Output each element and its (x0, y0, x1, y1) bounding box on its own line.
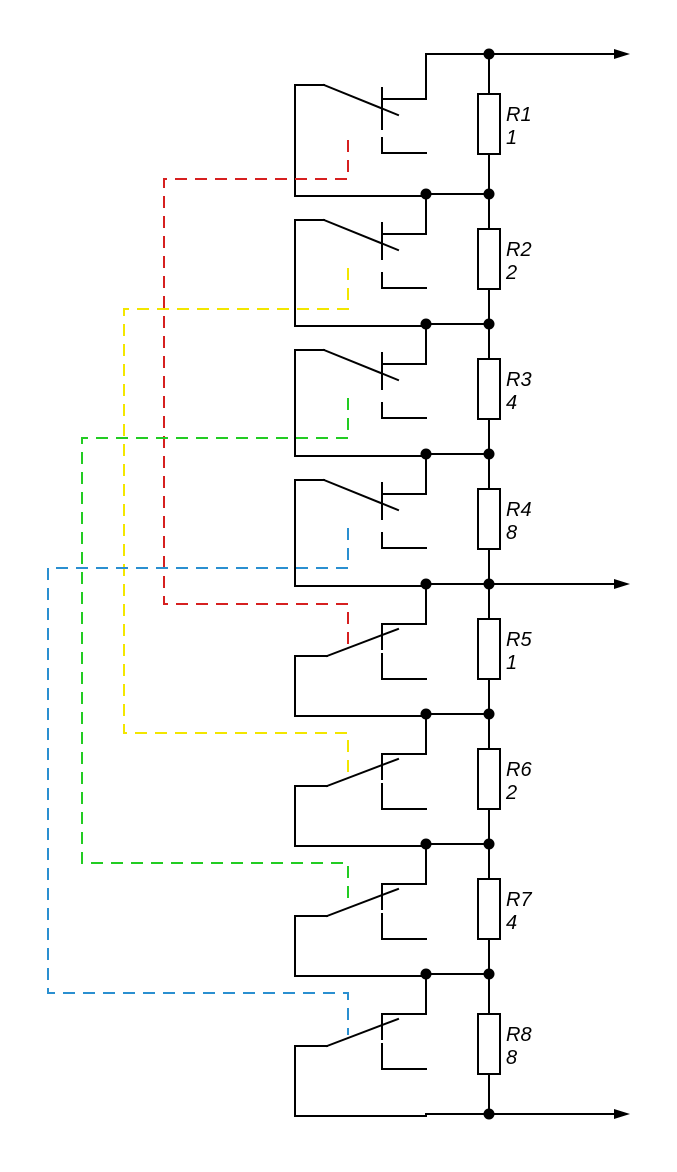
resistor-value-R5: 1 (506, 652, 517, 674)
switch-feed (381, 583, 427, 650)
junction-dot (483, 318, 495, 330)
resistor-R7 (477, 878, 501, 940)
resistor-value-R7: 4 (506, 912, 517, 934)
switch-arm (325, 757, 400, 788)
junction-dot (420, 968, 432, 980)
junction-dot (483, 708, 495, 720)
switch-fixed-contact (381, 272, 427, 289)
resistor-value-R8: 8 (506, 1047, 517, 1069)
junction-dot (483, 188, 495, 200)
switch-loop (294, 84, 427, 197)
switch-feed (381, 193, 427, 260)
switch-loop (294, 915, 427, 977)
relay-links (47, 140, 349, 1035)
switch-feed (381, 323, 427, 390)
switch-loop (294, 479, 427, 587)
switch-feed (381, 973, 427, 1040)
resistor-R2 (477, 228, 501, 290)
resistor-value-R4: 8 (506, 522, 517, 544)
resistor-R3 (477, 358, 501, 420)
resistor-R1 (477, 93, 501, 155)
junction-dot (420, 838, 432, 850)
junction-dot (420, 448, 432, 460)
resistor-name-R4: R4 (506, 499, 532, 521)
junction-dot (420, 188, 432, 200)
switch-loop (294, 1045, 427, 1117)
switch-arm (325, 887, 400, 918)
resistor-name-R3: R3 (506, 369, 532, 391)
output-arrows (488, 49, 630, 1119)
resistor-value-R6: 2 (505, 782, 517, 804)
wires (294, 53, 490, 1117)
relay-link-R2-R6 (123, 268, 349, 775)
junction-dot (483, 968, 495, 980)
switch-feed (381, 453, 427, 520)
resistor-R6 (477, 748, 501, 810)
resistor-R8 (477, 1013, 501, 1075)
resistor-name-R1: R1 (506, 104, 532, 126)
resistor-value-R1: 1 (506, 127, 517, 149)
junction-dot (420, 708, 432, 720)
resistor-value-R2: 2 (505, 262, 517, 284)
relay-link-R4-R8 (47, 528, 349, 1035)
switch-feed (381, 713, 427, 780)
switch-loop (294, 785, 427, 847)
resistor-name-R7: R7 (506, 889, 532, 911)
switch-loop (294, 655, 427, 717)
resistor-R5 (477, 618, 501, 680)
switch-fixed-contact (381, 137, 427, 154)
switch-feed (381, 843, 427, 910)
relay-link-R3-R7 (81, 398, 349, 906)
switch-fixed-contact (381, 402, 427, 419)
junction-dot (483, 448, 495, 460)
switch-loop (294, 349, 427, 457)
switch-loop (294, 219, 427, 327)
switch-arm (325, 1017, 400, 1048)
resistor-name-R6: R6 (506, 759, 532, 781)
junction-dot (483, 838, 495, 850)
switch-fixed-contact (381, 532, 427, 549)
junction-dot (420, 578, 432, 590)
resistor-name-R2: R2 (506, 239, 532, 261)
middle-terminal-arrow-icon (614, 579, 630, 589)
junction-dot (420, 318, 432, 330)
bottom-terminal-arrow-icon (614, 1109, 630, 1119)
switch-arm (322, 83, 400, 117)
top-terminal-arrow-icon (614, 49, 630, 59)
switch-arm (322, 478, 400, 512)
resistor-name-R5: R5 (506, 629, 532, 651)
resistor-name-R8: R8 (506, 1024, 532, 1046)
switch-arm (322, 218, 400, 252)
resistor-R4 (477, 488, 501, 550)
junction-dots (420, 48, 495, 1120)
switch-arm (325, 627, 400, 658)
switch-arm (322, 348, 400, 382)
resistor-value-R3: 4 (506, 392, 517, 414)
top-switch-feed (381, 53, 490, 130)
